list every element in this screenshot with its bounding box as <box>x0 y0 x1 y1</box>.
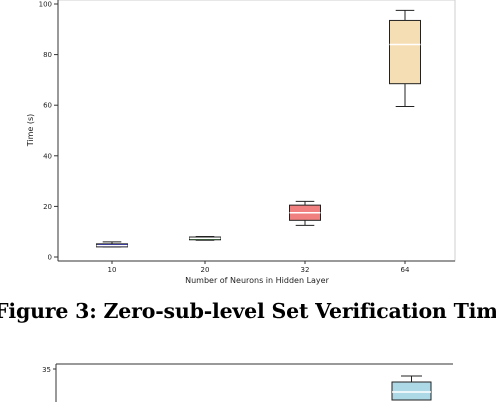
box-right <box>391 381 432 401</box>
boxes <box>96 9 421 248</box>
x-ticks: 10 20 32 64 <box>108 261 410 274</box>
y-axis-label: Time (s) <box>26 114 35 148</box>
y-tick-label: 100 <box>39 1 52 9</box>
x-tick-label: 10 <box>108 266 117 274</box>
x-tick-label: 32 <box>301 266 310 274</box>
box-plot-chart-partial: 35 <box>42 363 453 402</box>
y-tick-label: 20 <box>43 203 52 211</box>
x-axis-label: Number of Neurons in Hidden Layer <box>185 276 329 285</box>
box-32 <box>289 200 321 226</box>
y-tick-label: 60 <box>43 102 52 110</box>
y-tick-label-35: 35 <box>42 366 51 374</box>
y-tick-label: 0 <box>48 254 52 262</box>
box-10 <box>96 241 128 248</box>
y-ticks: 0 20 40 60 80 100 <box>39 1 58 262</box>
iqr-box <box>389 19 421 85</box>
box-plot-chart: 0 20 40 60 80 100 10 20 32 64 Time (s) Number of… <box>26 0 456 285</box>
x-tick-label: 20 <box>201 266 210 274</box>
y-tick-label: 40 <box>43 152 52 160</box>
box-20 <box>189 236 221 241</box>
y-tick-label: 80 <box>43 51 52 59</box>
box-64 <box>389 9 421 107</box>
figure-caption: Figure 3: Zero-sub-level Set Verificatio… <box>0 299 496 323</box>
x-tick-label: 64 <box>401 266 410 274</box>
